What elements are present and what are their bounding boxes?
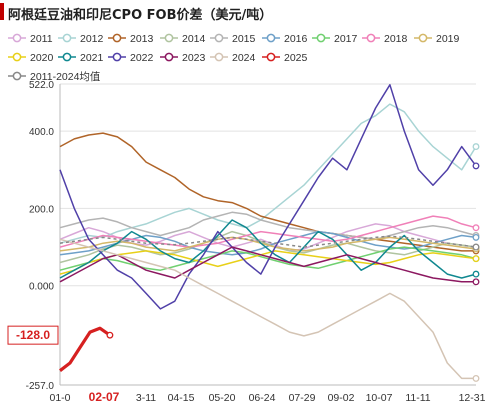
legend-label: 2022 (130, 52, 154, 64)
legend-item-2025[interactable]: 2025 (262, 52, 308, 64)
series-line-2025 (59, 326, 111, 372)
legend-label: 2018 (384, 33, 408, 45)
x-tick-label: 05-20 (209, 392, 236, 404)
annotation-frame (7, 325, 59, 345)
series-end-point (472, 278, 480, 286)
legend-marker (12, 33, 22, 43)
legend-item-2021[interactable]: 2021 (58, 52, 104, 64)
series-end-point (472, 233, 480, 241)
legend-item-2014[interactable]: 2014 (160, 33, 206, 45)
y-tick-label: 400.0 (29, 127, 54, 138)
legend-marker (12, 52, 22, 62)
legend-label: 2017 (334, 33, 358, 45)
y-tick-label: 0.000 (29, 282, 54, 293)
legend-item-2019[interactable]: 2019 (414, 33, 460, 45)
last-value-annotation: -128.0 (7, 325, 59, 345)
annotation-box: -128.0 (7, 325, 59, 345)
legend-label: 2020 (30, 52, 54, 64)
x-tick-label: 10-07 (366, 392, 393, 404)
legend-item-2018[interactable]: 2018 (362, 33, 408, 45)
series-line-2013 (59, 132, 476, 252)
series-end-point (472, 224, 480, 232)
legend-item-2011-2024[interactable]: 2011-2024均值 (8, 70, 101, 83)
series-line-2011-2024 (59, 235, 477, 248)
legend-label: 2023 (182, 52, 206, 64)
series-line-2023 (59, 246, 476, 283)
series-line-2019 (59, 236, 477, 252)
y-axis: 522.0 400.0 200.0 0.000 -257.0 (26, 80, 476, 392)
legend-marker (112, 33, 122, 43)
series-line-2015 (59, 211, 477, 241)
chart-legend: 2011 2012 2013 2014 2015 2016 2017 2018 2019 2020… (8, 33, 460, 83)
x-tick-label: 07-29 (289, 392, 316, 404)
series-line-2016 (59, 230, 477, 256)
x-tick-label: 06-24 (249, 392, 276, 404)
x-tick-label: 04-15 (168, 392, 195, 404)
series-line-2014 (59, 230, 477, 264)
series-end-point (472, 255, 480, 263)
legend-marker (266, 52, 276, 62)
x-tick-label: 3-11 (136, 392, 156, 404)
legend-item-2013[interactable]: 2013 (108, 33, 154, 45)
x-tick-label: 02-07 (89, 390, 120, 404)
chart-title: 阿根廷豆油和印尼CPO FOB价差（美元/吨） (8, 8, 273, 23)
legend-label: 2021 (80, 52, 104, 64)
y-tick-label: 522.0 (29, 80, 54, 91)
legend-item-2023[interactable]: 2023 (160, 52, 206, 64)
legend-marker (366, 33, 376, 43)
title-accent-bar (0, 3, 4, 20)
series-end-point (472, 143, 480, 151)
y-tick-label: 200.0 (29, 204, 54, 215)
legend-marker (112, 52, 122, 62)
x-tick-label: 11-11 (405, 392, 430, 404)
legend-item-2020[interactable]: 2020 (8, 52, 54, 64)
legend-marker (316, 33, 326, 43)
y-tick-label: -257.0 (26, 381, 55, 392)
legend-item-2024[interactable]: 2024 (210, 52, 256, 64)
legend-label: 2015 (232, 33, 256, 45)
series-end-point (106, 331, 114, 339)
legend-item-2015[interactable]: 2015 (210, 33, 256, 45)
series-line-2012 (59, 103, 477, 244)
legend-label: 2014 (182, 33, 206, 45)
legend-marker (418, 33, 428, 43)
legend-marker (62, 52, 72, 62)
series-end-point (472, 374, 480, 382)
series-line-2020 (59, 250, 477, 275)
legend-label: 2019 (436, 33, 460, 45)
series-line-2017 (59, 246, 477, 271)
series-line-2018 (59, 215, 477, 248)
series-line-2024 (59, 238, 476, 380)
legend-item-2022[interactable]: 2022 (108, 52, 154, 64)
x-tick-label: 01-0 (49, 392, 70, 404)
legend-label: 2012 (80, 33, 104, 45)
legend-item-2017[interactable]: 2017 (312, 33, 358, 45)
legend-item-2011[interactable]: 2011 (8, 33, 53, 45)
legend-item-2012[interactable]: 2012 (58, 33, 104, 45)
legend-marker (266, 33, 276, 43)
legend-marker (164, 52, 174, 62)
series-end-point (472, 270, 480, 278)
legend-label: 2013 (130, 33, 154, 45)
legend-item-2016[interactable]: 2016 (262, 33, 308, 45)
legend-label: 2024 (232, 52, 256, 64)
legend-marker (214, 52, 224, 62)
x-tick-label: 09-02 (328, 392, 355, 404)
series-end-point (472, 162, 480, 170)
x-axis: 01-0 02-07 3-11 04-15 05-20 06-24 07-29 09-02 10… (49, 390, 485, 404)
legend-marker (214, 33, 224, 43)
legend-marker (62, 33, 72, 43)
legend-label: 2025 (284, 52, 308, 64)
series-end-point (472, 243, 480, 251)
annotation-label: -128.0 (16, 328, 50, 342)
series-lines (59, 84, 480, 382)
legend-marker (12, 71, 22, 81)
x-tick-label: 12-31 (459, 392, 486, 404)
legend-marker (164, 33, 174, 43)
legend-label: 2011-2024均值 (30, 70, 101, 83)
legend-label: 2011 (30, 33, 53, 45)
series-line-2022 (59, 84, 477, 310)
legend-label: 2016 (284, 33, 308, 45)
